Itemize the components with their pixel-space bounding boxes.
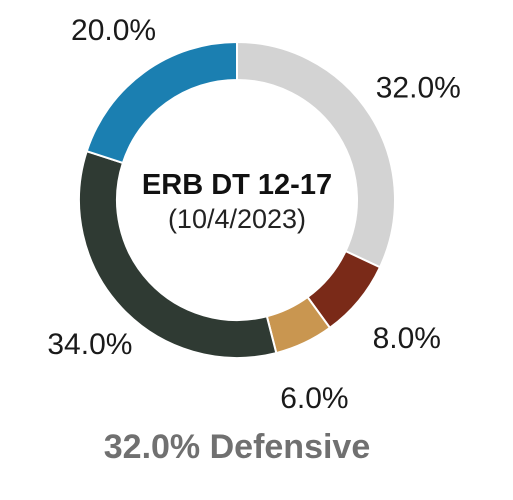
slice-label-1: 32.0% [376,72,461,105]
chart-title: ERB DT 12-17 [142,169,332,201]
slice-label-5: 20.0% [71,14,156,47]
donut-slices [78,40,396,359]
defensive-caption: 32.0% Defensive [104,428,371,466]
slice-label-3: 6.0% [280,382,348,415]
slice-labels: 32.0% 8.0% 6.0% 34.0% 20.0% [47,14,460,415]
slice-label-2: 8.0% [373,322,441,355]
chart-subtitle: (10/4/2023) [168,204,306,234]
slice-label-4: 34.0% [47,328,132,361]
donut-slice-5 [85,40,238,165]
